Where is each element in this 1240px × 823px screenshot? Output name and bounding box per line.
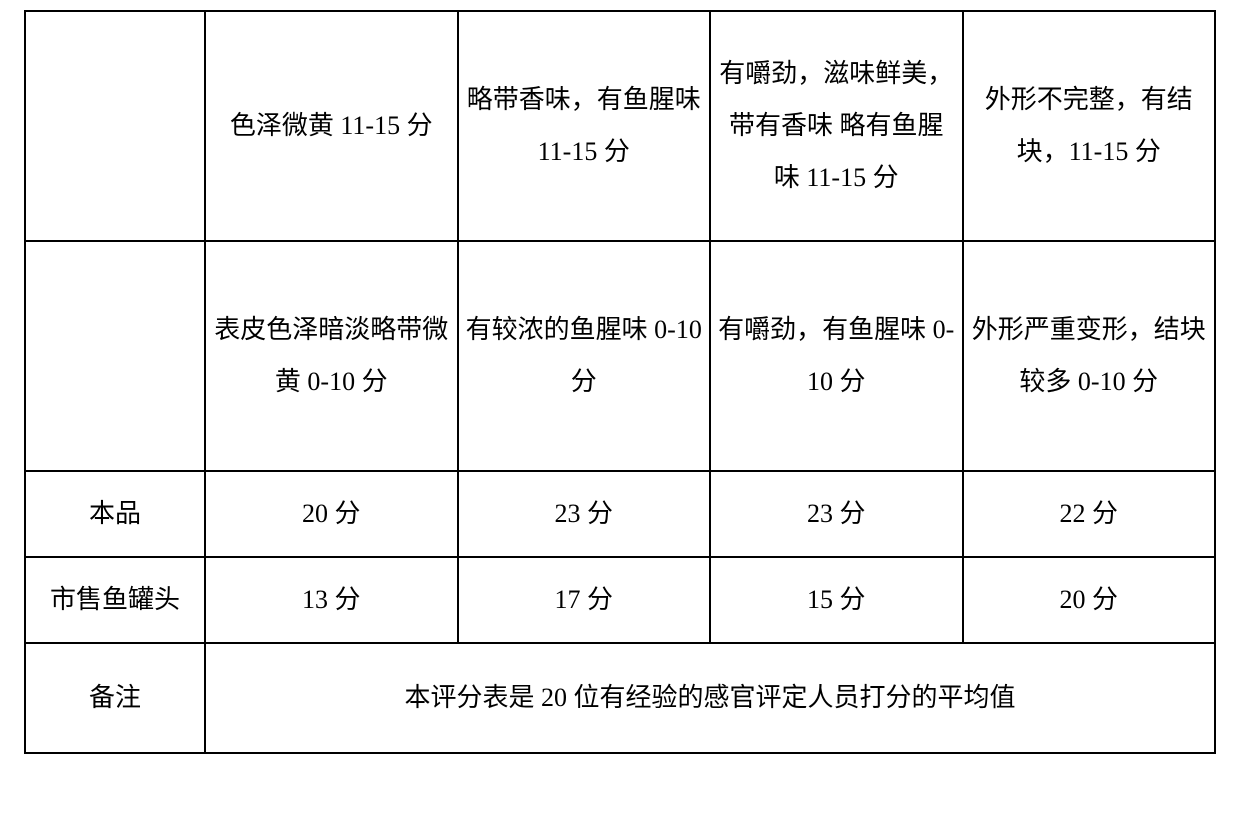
note-row: 备注 本评分表是 20 位有经验的感官评定人员打分的平均值 xyxy=(25,643,1215,753)
score-cell: 20 分 xyxy=(963,557,1216,643)
score-row-product: 本品 20 分 23 分 23 分 22 分 xyxy=(25,471,1215,557)
score-cell: 23 分 xyxy=(710,471,963,557)
criteria-color-cell: 表皮色泽暗淡略带微黄 0-10 分 xyxy=(205,241,458,471)
criteria-shape-cell: 外形严重变形，结块较多 0-10 分 xyxy=(963,241,1216,471)
score-cell: 15 分 xyxy=(710,557,963,643)
criteria-shape-cell: 外形不完整，有结块，11-15 分 xyxy=(963,11,1216,241)
criteria-smell-cell: 略带香味，有鱼腥味 11-15 分 xyxy=(458,11,711,241)
score-cell: 22 分 xyxy=(963,471,1216,557)
note-label-cell: 备注 xyxy=(25,643,205,753)
criteria-smell-cell: 有较浓的鱼腥味 0-10 分 xyxy=(458,241,711,471)
score-cell: 13 分 xyxy=(205,557,458,643)
score-label-cell: 本品 xyxy=(25,471,205,557)
score-cell: 20 分 xyxy=(205,471,458,557)
criteria-label-cell xyxy=(25,11,205,241)
evaluation-table: 色泽微黄 11-15 分 略带香味，有鱼腥味 11-15 分 有嚼劲，滋味鲜美，… xyxy=(24,10,1216,754)
criteria-row-level2: 色泽微黄 11-15 分 略带香味，有鱼腥味 11-15 分 有嚼劲，滋味鲜美，… xyxy=(25,11,1215,241)
criteria-label-cell xyxy=(25,241,205,471)
criteria-taste-cell: 有嚼劲，有鱼腥味 0-10 分 xyxy=(710,241,963,471)
criteria-row-level3: 表皮色泽暗淡略带微黄 0-10 分 有较浓的鱼腥味 0-10 分 有嚼劲，有鱼腥… xyxy=(25,241,1215,471)
criteria-taste-cell: 有嚼劲，滋味鲜美，带有香味 略有鱼腥味 11-15 分 xyxy=(710,11,963,241)
score-cell: 17 分 xyxy=(458,557,711,643)
score-cell: 23 分 xyxy=(458,471,711,557)
score-label-cell: 市售鱼罐头 xyxy=(25,557,205,643)
evaluation-table-container: 色泽微黄 11-15 分 略带香味，有鱼腥味 11-15 分 有嚼劲，滋味鲜美，… xyxy=(0,0,1240,764)
criteria-color-cell: 色泽微黄 11-15 分 xyxy=(205,11,458,241)
note-text-cell: 本评分表是 20 位有经验的感官评定人员打分的平均值 xyxy=(205,643,1215,753)
score-row-market: 市售鱼罐头 13 分 17 分 15 分 20 分 xyxy=(25,557,1215,643)
